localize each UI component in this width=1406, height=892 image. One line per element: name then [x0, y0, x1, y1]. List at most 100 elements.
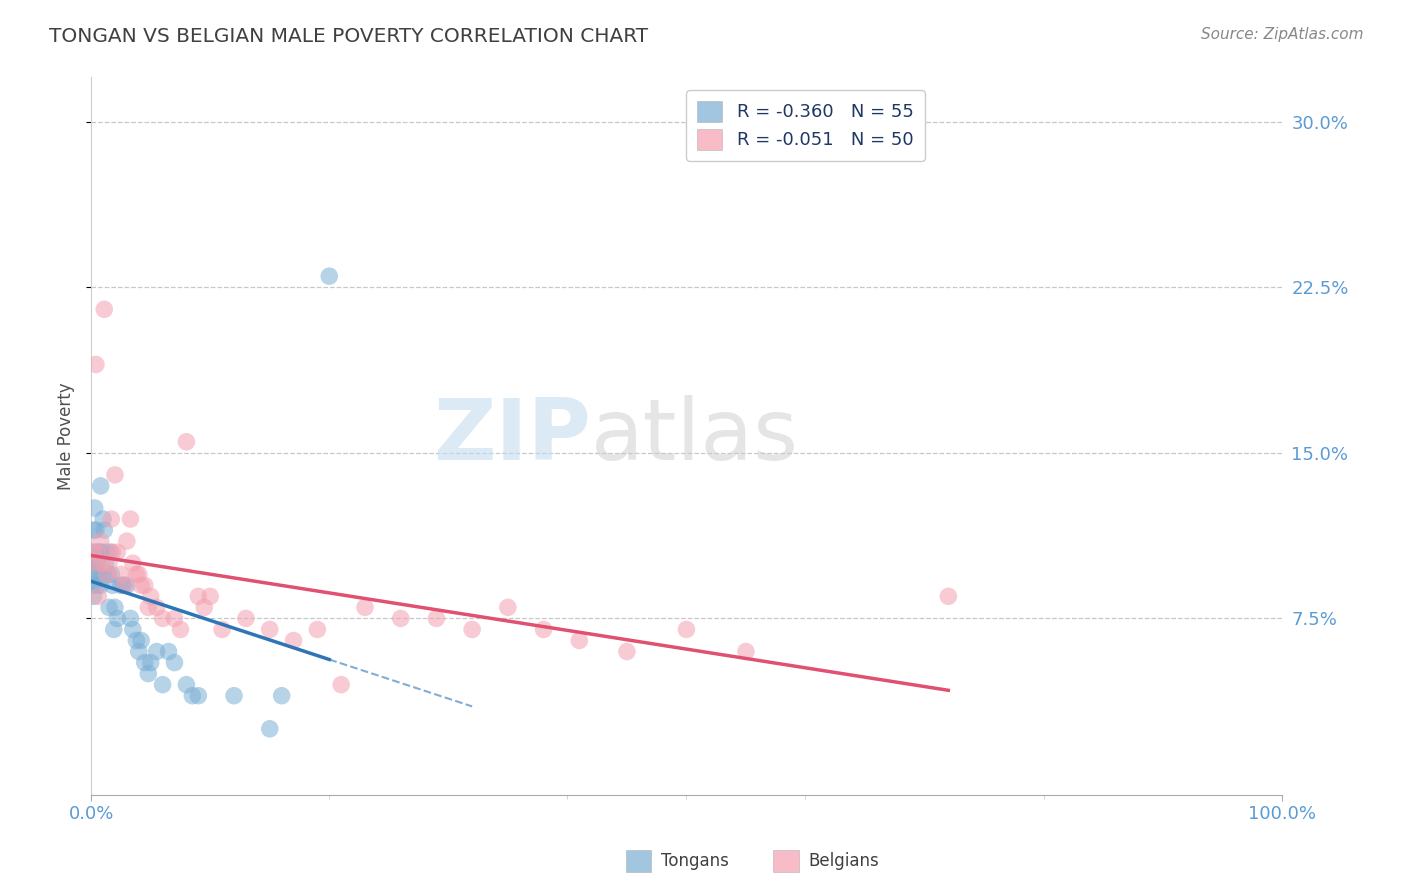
Point — [259, 722, 281, 736]
Point — [163, 656, 186, 670]
Text: atlas: atlas — [591, 395, 799, 478]
Point — [139, 590, 162, 604]
Point — [105, 545, 128, 559]
Point — [176, 678, 198, 692]
Point — [211, 623, 233, 637]
Point — [128, 567, 150, 582]
Point — [91, 567, 114, 582]
Point — [187, 689, 209, 703]
Point — [120, 512, 142, 526]
Text: Tongans: Tongans — [661, 852, 728, 870]
Point — [86, 556, 108, 570]
Legend: R = -0.360   N = 55, R = -0.051   N = 50: R = -0.360 N = 55, R = -0.051 N = 50 — [686, 90, 925, 161]
Point — [425, 611, 447, 625]
Point — [136, 600, 159, 615]
Point — [176, 434, 198, 449]
Point — [330, 678, 353, 692]
Point — [115, 578, 138, 592]
Point — [90, 545, 112, 559]
Point — [90, 534, 112, 549]
Point — [93, 302, 115, 317]
Point — [259, 623, 281, 637]
Point — [128, 644, 150, 658]
Point — [91, 512, 114, 526]
Point — [94, 556, 117, 570]
Point — [83, 545, 105, 559]
Point — [307, 623, 329, 637]
Point — [938, 590, 960, 604]
Point — [318, 269, 340, 284]
Text: TONGAN VS BELGIAN MALE POVERTY CORRELATION CHART: TONGAN VS BELGIAN MALE POVERTY CORRELATI… — [49, 27, 648, 45]
Point — [675, 623, 697, 637]
Point — [101, 578, 124, 592]
Point — [98, 556, 121, 570]
Point — [82, 578, 104, 592]
Point — [461, 623, 484, 637]
Point — [98, 600, 121, 615]
Point — [84, 523, 107, 537]
Text: Belgians: Belgians — [808, 852, 879, 870]
Point — [169, 623, 191, 637]
Point — [100, 512, 122, 526]
Y-axis label: Male Poverty: Male Poverty — [58, 383, 75, 490]
Point — [354, 600, 377, 615]
Point — [84, 358, 107, 372]
Point — [163, 611, 186, 625]
Point — [87, 567, 110, 582]
Point — [152, 678, 174, 692]
Point — [125, 633, 148, 648]
Text: ZIP: ZIP — [433, 395, 591, 478]
Point — [103, 623, 125, 637]
Point — [283, 633, 305, 648]
Point — [735, 644, 758, 658]
Point — [86, 545, 108, 559]
Point — [193, 600, 215, 615]
Point — [90, 556, 112, 570]
Point — [187, 590, 209, 604]
Point — [83, 501, 105, 516]
Point — [83, 556, 105, 570]
Point — [125, 567, 148, 582]
Point — [110, 567, 132, 582]
Point — [104, 600, 127, 615]
Point — [139, 656, 162, 670]
Point — [104, 467, 127, 482]
Point — [86, 578, 108, 592]
Point — [83, 590, 105, 604]
Point — [90, 479, 112, 493]
Point — [90, 578, 112, 592]
Point — [121, 623, 143, 637]
Point — [115, 534, 138, 549]
Point — [83, 523, 105, 537]
Point — [134, 578, 156, 592]
Point — [98, 545, 121, 559]
Point — [145, 644, 167, 658]
Point — [96, 545, 118, 559]
Point — [84, 556, 107, 570]
Point — [100, 567, 122, 582]
Point — [87, 590, 110, 604]
Point — [270, 689, 292, 703]
Point — [152, 611, 174, 625]
Point — [129, 633, 152, 648]
Point — [157, 644, 180, 658]
Point — [568, 633, 591, 648]
Point — [389, 611, 412, 625]
Point — [136, 666, 159, 681]
Point — [82, 545, 104, 559]
Point — [101, 545, 124, 559]
Point — [105, 611, 128, 625]
Point — [87, 545, 110, 559]
Point — [89, 545, 111, 559]
Point — [97, 567, 120, 582]
Point — [110, 578, 132, 592]
Point — [120, 611, 142, 625]
Point — [83, 567, 105, 582]
Text: Source: ZipAtlas.com: Source: ZipAtlas.com — [1201, 27, 1364, 42]
Point — [83, 556, 105, 570]
Point — [112, 578, 135, 592]
Point — [129, 578, 152, 592]
Point — [114, 578, 136, 592]
Point — [86, 545, 108, 559]
Point — [121, 556, 143, 570]
